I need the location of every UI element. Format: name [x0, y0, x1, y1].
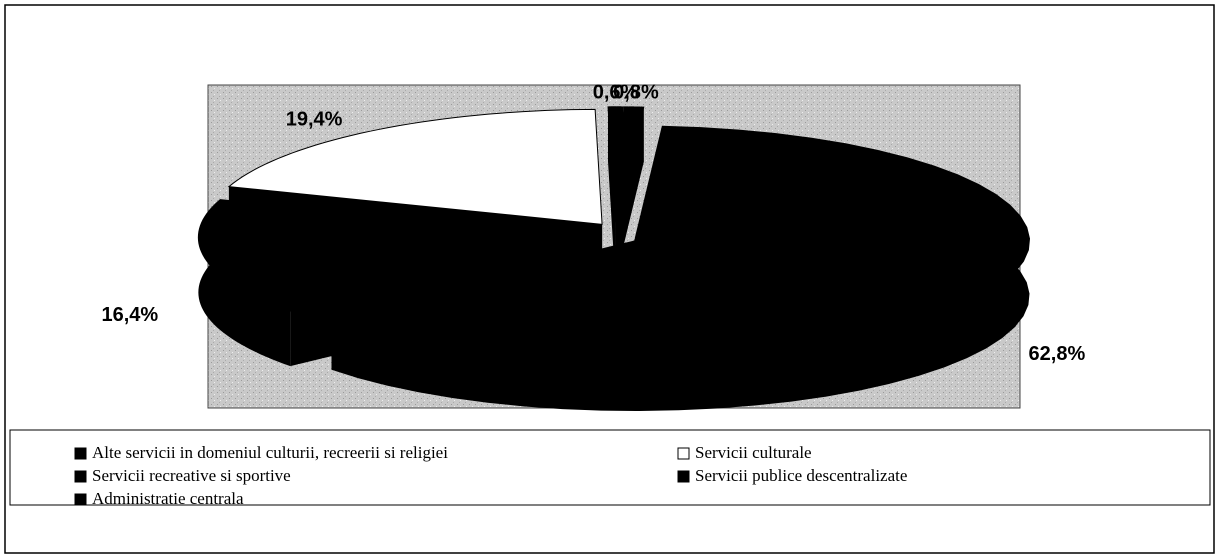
legend-marker — [74, 493, 87, 506]
slice — [615, 106, 645, 222]
side-arc — [198, 199, 291, 367]
legend-label: Servicii culturale — [695, 443, 812, 462]
slice — [227, 108, 603, 225]
legend-label: Administratie centrala — [92, 489, 244, 508]
data-label: 62,8% — [1029, 343, 1086, 365]
data-label: 0,8% — [613, 81, 659, 103]
legend-label: Servicii recreative si sportive — [92, 466, 291, 485]
data-label: 16,4% — [101, 304, 158, 326]
slice — [329, 125, 1031, 357]
slice — [197, 199, 594, 312]
slice — [607, 106, 624, 222]
data-label: 0,6% — [593, 81, 639, 103]
legend-marker — [677, 447, 690, 460]
legend — [9, 429, 1211, 506]
pie: 0,6% 19,4% 16,4% 62,8% 0,8% — [101, 81, 1085, 411]
legend-marker — [74, 447, 87, 460]
legend-label: Servicii publice descentralizate — [695, 466, 907, 485]
data-label: 19,4% — [286, 108, 343, 130]
legend-marker — [677, 470, 690, 483]
legend-label: Alte servicii in domeniul culturii, recr… — [92, 443, 448, 462]
legend-marker — [74, 470, 87, 483]
legend-items: Alte servicii in domeniul culturii, recr… — [74, 443, 907, 508]
